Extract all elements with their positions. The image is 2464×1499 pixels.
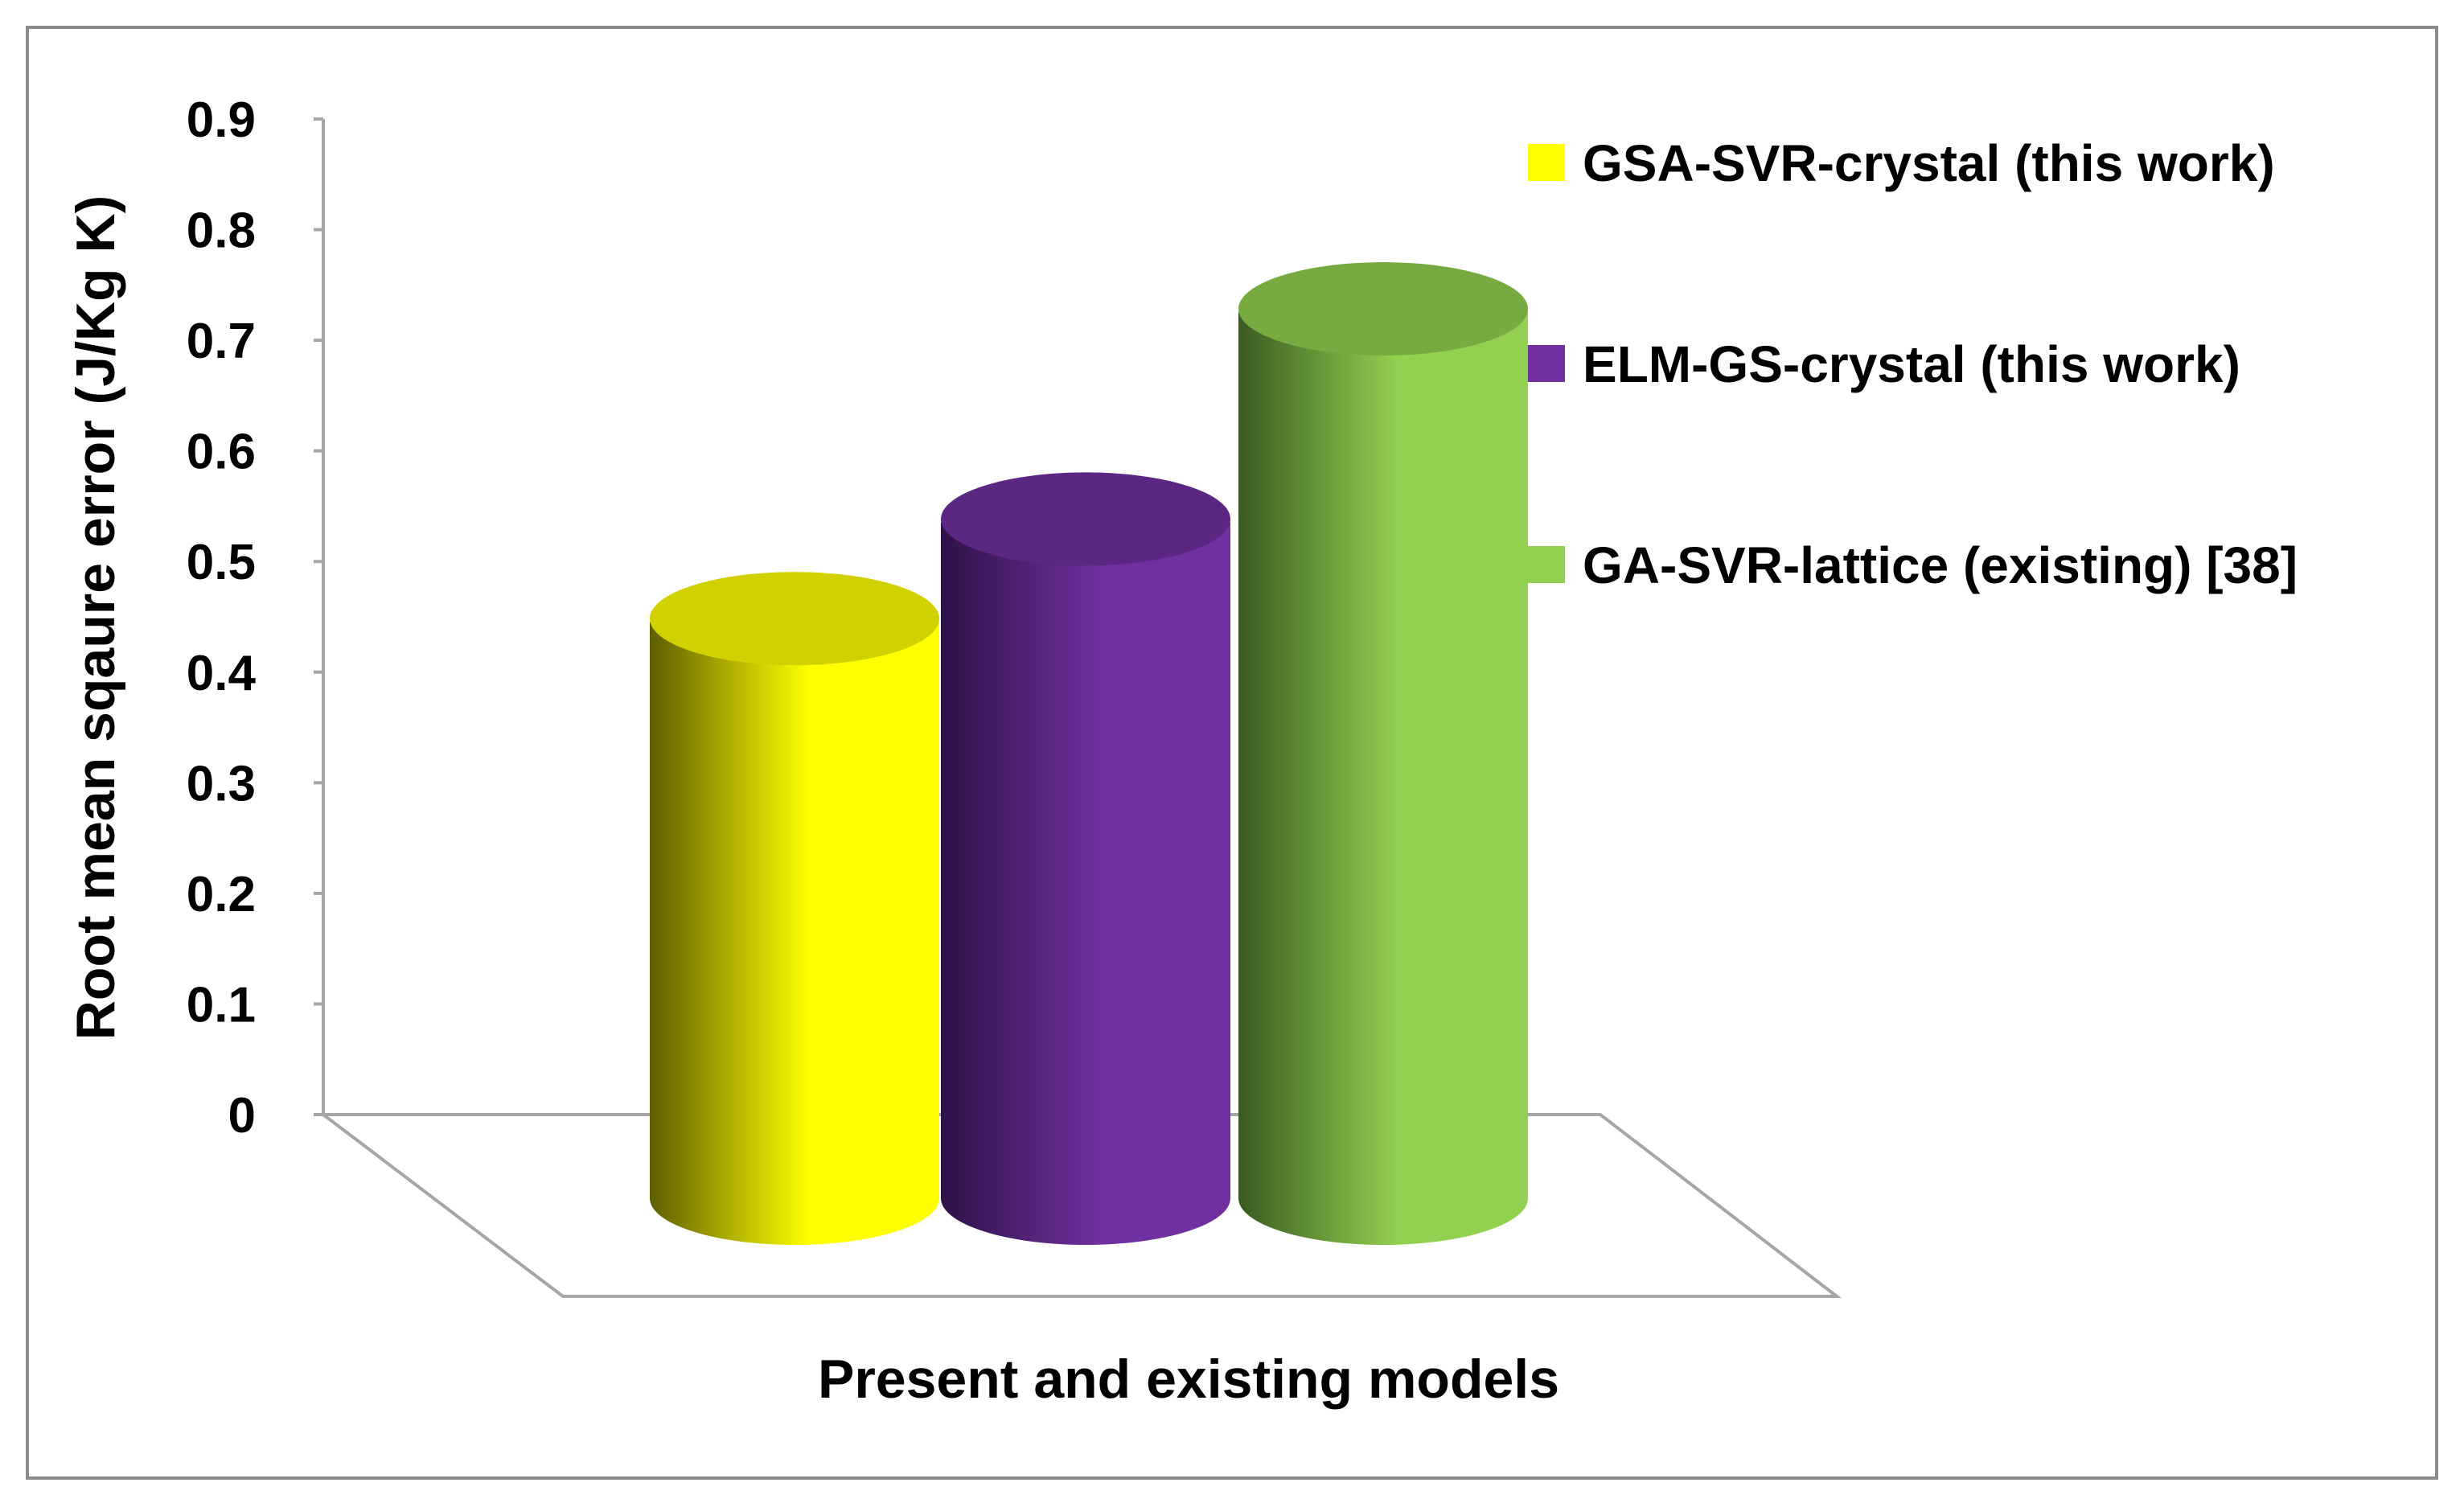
legend-label-2: ELM-GS-crystal (this work): [1583, 335, 2240, 393]
legend-label-3: GA-SVR-lattice (existing) [38]: [1583, 536, 2298, 594]
legend: GSA-SVR-crystal (this work) ELM-GS-crysta…: [1528, 134, 2298, 594]
y-tick-label: 0.9: [187, 92, 256, 148]
legend-swatch-2: [1528, 345, 1565, 382]
y-tick-label: 0.6: [187, 425, 256, 480]
y-tick-label: 0.1: [187, 977, 256, 1033]
y-tick-label: 0.3: [187, 756, 256, 811]
bar-3-top-shade: [1238, 262, 1528, 356]
bar-2-top: [941, 472, 1230, 566]
y-axis-title: Root mean sqaure error (J/Kg K): [65, 195, 126, 1040]
y-tick-label: 0: [228, 1088, 256, 1144]
bar-1-top-shade: [650, 572, 939, 666]
legend-label-1: GSA-SVR-crystal (this work): [1583, 134, 2275, 192]
legend-swatch-3: [1528, 546, 1565, 583]
bar-2-top-shade: [941, 472, 1230, 566]
bar-3-top: [1238, 262, 1528, 356]
bar-3-body: [1238, 312, 1528, 1245]
y-tick-label: 0.4: [187, 646, 257, 701]
bar-2-body: [941, 522, 1230, 1245]
x-axis-title: Present and existing models: [818, 1349, 1559, 1410]
y-tick-label: 0.8: [187, 203, 256, 259]
y-axis-ticks: 0 0.1 0.2 0.3 0.4 0.5 0.6 0.7 0.8 0.9: [187, 92, 323, 1144]
bar-1-top: [650, 572, 939, 666]
bars-group: [650, 262, 1528, 1245]
legend-swatch-1: [1528, 144, 1565, 181]
bar-1-body: [650, 622, 939, 1245]
y-tick-label: 0.2: [187, 867, 256, 922]
y-tick-label: 0.5: [187, 535, 256, 590]
y-tick-label: 0.7: [187, 314, 256, 369]
